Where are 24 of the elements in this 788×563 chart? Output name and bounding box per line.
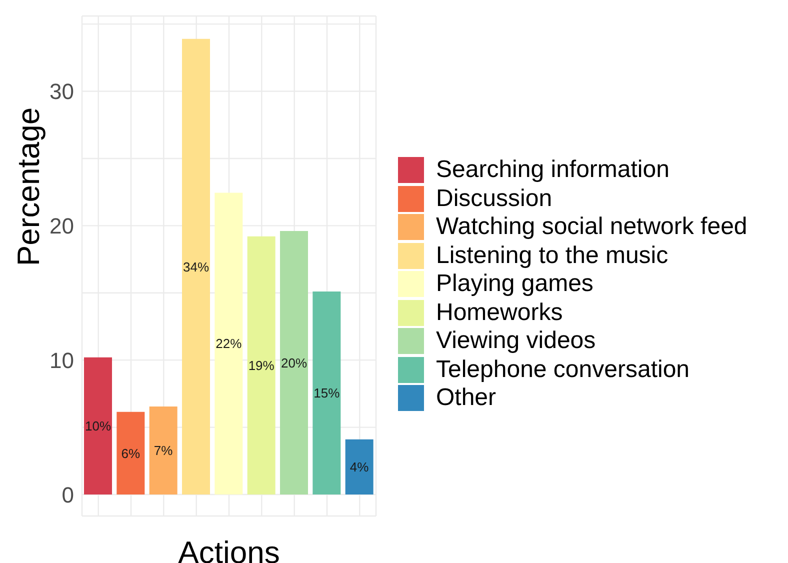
data-label: 20% (280, 355, 308, 370)
data-label: 7% (154, 443, 174, 458)
legend-label: Viewing videos (436, 327, 596, 356)
y-axis-title: Percentage (11, 107, 46, 266)
legend-label: Other (436, 384, 496, 412)
y-tick-label: 0 (62, 482, 74, 508)
data-label: 34% (182, 259, 210, 274)
legend-label: Watching social network feed (436, 213, 748, 242)
data-label: 4% (350, 460, 370, 475)
data-label: 22% (216, 336, 242, 352)
x-axis-title: Actions (178, 535, 280, 563)
data-label: 19% (248, 358, 275, 374)
legend-label: Homeworks (436, 298, 563, 327)
y-tick-label: 10 (50, 348, 74, 373)
legend-label: Telephone conversation (436, 356, 690, 384)
legend-label: Listening to the music (436, 242, 668, 270)
data-label: 15% (314, 386, 340, 401)
legend-label: Playing games (436, 270, 594, 298)
data-label: 10% (84, 418, 112, 434)
y-tick-label: 20 (50, 213, 74, 238)
legend-label: Discussion (436, 184, 552, 213)
y-tick-label: 30 (50, 79, 74, 104)
legend-label: Searching information (436, 156, 670, 184)
data-label: 6% (121, 446, 140, 461)
